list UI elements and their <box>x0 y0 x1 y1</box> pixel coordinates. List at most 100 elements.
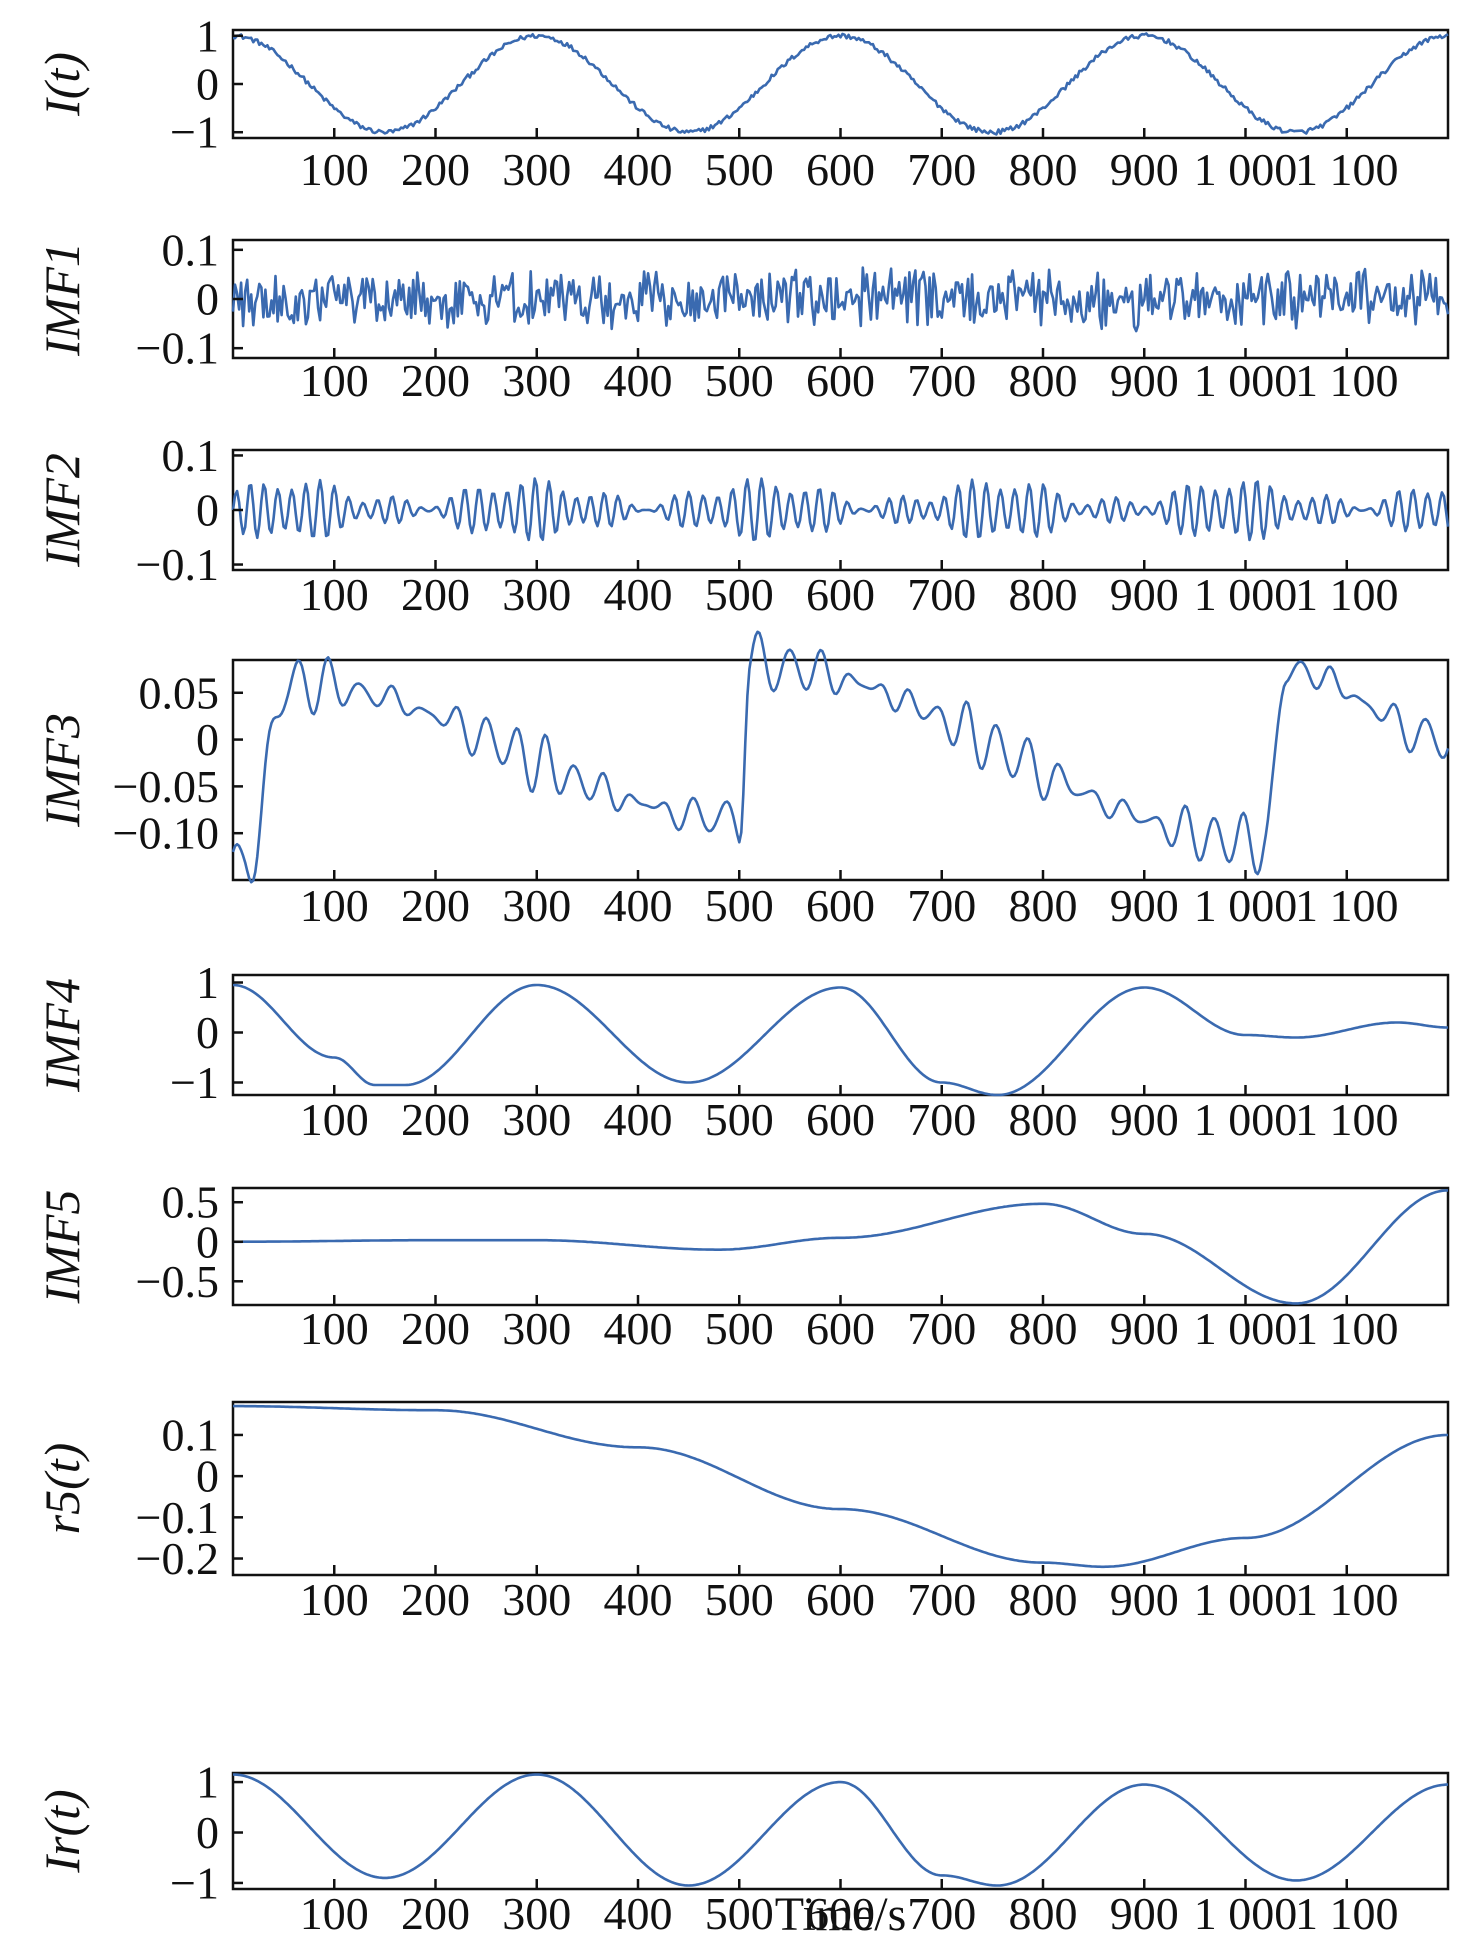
x-tick-label: 1 100 <box>1295 880 1399 931</box>
x-tick-label: 1 100 <box>1295 1888 1399 1939</box>
x-tick-label: 300 <box>502 1888 571 1939</box>
x-tick-label: 200 <box>401 1888 470 1939</box>
y-tick-label: 0.1 <box>162 1409 220 1460</box>
x-tick-label: 300 <box>502 355 571 406</box>
y-tick-label: 0 <box>196 1807 219 1858</box>
x-tick-label: 100 <box>300 1094 369 1145</box>
x-tick-label: 400 <box>604 1094 673 1145</box>
x-tick-label: 200 <box>401 569 470 620</box>
x-tick-label: 500 <box>705 144 774 195</box>
x-tick-label: 1 000 <box>1194 1574 1298 1625</box>
y-axis-label: IMF5 <box>34 1190 90 1305</box>
y-axis-label: Ir(t) <box>34 1789 90 1873</box>
y-tick-label: −1 <box>170 1857 219 1908</box>
y-axis-label: IMF2 <box>34 453 90 568</box>
x-tick-label: 600 <box>806 1888 875 1939</box>
x-tick-label: 200 <box>401 880 470 931</box>
x-tick-label: 500 <box>705 569 774 620</box>
y-tick-label: 0 <box>196 1451 219 1502</box>
panel-7-series-line <box>233 1404 1448 1569</box>
panel-7-frame <box>231 1400 1450 1577</box>
x-tick-label: 700 <box>907 1574 976 1625</box>
x-tick-label: 500 <box>705 1888 774 1939</box>
x-tick-label: 300 <box>502 144 571 195</box>
x-tick-label: 400 <box>604 569 673 620</box>
x-tick-label: 900 <box>1110 355 1179 406</box>
x-tick-label: 300 <box>502 880 571 931</box>
x-tick-label: 400 <box>604 1303 673 1354</box>
x-tick-label: 700 <box>907 569 976 620</box>
x-tick-label: 700 <box>907 880 976 931</box>
x-tick-label: 600 <box>806 355 875 406</box>
x-tick-label: 500 <box>705 880 774 931</box>
x-tick-label: 600 <box>806 1574 875 1625</box>
panel-6-series-line <box>233 1189 1448 1305</box>
y-tick-label: 0 <box>196 1216 219 1267</box>
x-tick-label: 800 <box>1009 144 1078 195</box>
x-tick-label: 800 <box>1009 355 1078 406</box>
x-tick-label: 800 <box>1009 1574 1078 1625</box>
x-tick-label: 1 000 <box>1194 1888 1298 1939</box>
x-tick-label: 1 000 <box>1194 880 1298 931</box>
x-tick-label: 100 <box>300 880 369 931</box>
x-tick-label: 800 <box>1009 569 1078 620</box>
y-tick-label: 0 <box>196 274 219 325</box>
x-tick-label: 100 <box>300 355 369 406</box>
x-axis-label: Time/s <box>775 1888 907 1939</box>
y-axis-label: IMF3 <box>34 713 90 828</box>
x-tick-label: 700 <box>907 355 976 406</box>
x-tick-label: 900 <box>1110 144 1179 195</box>
x-tick-label: 200 <box>401 1574 470 1625</box>
x-tick-label: 1 100 <box>1295 1094 1399 1145</box>
x-tick-label: 700 <box>907 144 976 195</box>
y-tick-label: −0.1 <box>136 539 219 590</box>
x-tick-label: 1 000 <box>1194 1303 1298 1354</box>
x-tick-label: 900 <box>1110 1094 1179 1145</box>
x-tick-label: 500 <box>705 355 774 406</box>
x-tick-label: 600 <box>806 144 875 195</box>
x-tick-label: 500 <box>705 1574 774 1625</box>
x-tick-label: 1 100 <box>1295 1303 1399 1354</box>
y-tick-label: −1 <box>170 1057 219 1108</box>
x-tick-label: 1 000 <box>1194 569 1298 620</box>
y-tick-label: 0 <box>196 485 219 536</box>
panel-8-series-line <box>232 1773 1448 1887</box>
x-tick-label: 300 <box>502 1574 571 1625</box>
x-tick-label: 800 <box>1009 1303 1078 1354</box>
x-tick-label: 800 <box>1009 880 1078 931</box>
x-tick-label: 1 000 <box>1194 144 1298 195</box>
x-tick-label: 200 <box>401 144 470 195</box>
x-tick-label: 200 <box>401 1303 470 1354</box>
y-tick-label: 1 <box>196 10 219 61</box>
x-tick-label: 600 <box>806 880 875 931</box>
x-tick-label: 800 <box>1009 1888 1078 1939</box>
y-tick-label: −0.05 <box>113 761 219 812</box>
y-tick-label: 0.1 <box>162 224 220 275</box>
y-axis-label: IMF1 <box>34 242 90 357</box>
panel-5-series-line <box>232 983 1448 1097</box>
x-tick-label: 300 <box>502 1094 571 1145</box>
y-tick-label: 0 <box>196 714 219 765</box>
x-tick-label: 100 <box>300 1303 369 1354</box>
x-tick-label: 400 <box>604 880 673 931</box>
y-tick-label: 1 <box>196 957 219 1008</box>
x-tick-label: 600 <box>806 1094 875 1145</box>
panel-3-frame <box>231 448 1450 572</box>
x-tick-label: 100 <box>300 1888 369 1939</box>
y-tick-label: 0.1 <box>162 430 220 481</box>
x-tick-label: 700 <box>907 1303 976 1354</box>
x-tick-label: 100 <box>300 1574 369 1625</box>
y-tick-label: −0.1 <box>136 323 219 374</box>
x-tick-label: 900 <box>1110 880 1179 931</box>
x-tick-label: 500 <box>705 1303 774 1354</box>
y-tick-label: −0.1 <box>136 1492 219 1543</box>
y-tick-label: −0.2 <box>136 1533 219 1584</box>
x-tick-label: 900 <box>1110 1888 1179 1939</box>
x-tick-label: 700 <box>907 1094 976 1145</box>
x-tick-label: 1 100 <box>1295 569 1399 620</box>
x-tick-label: 600 <box>806 569 875 620</box>
x-tick-label: 200 <box>401 355 470 406</box>
y-tick-label: 1 <box>196 1757 219 1808</box>
